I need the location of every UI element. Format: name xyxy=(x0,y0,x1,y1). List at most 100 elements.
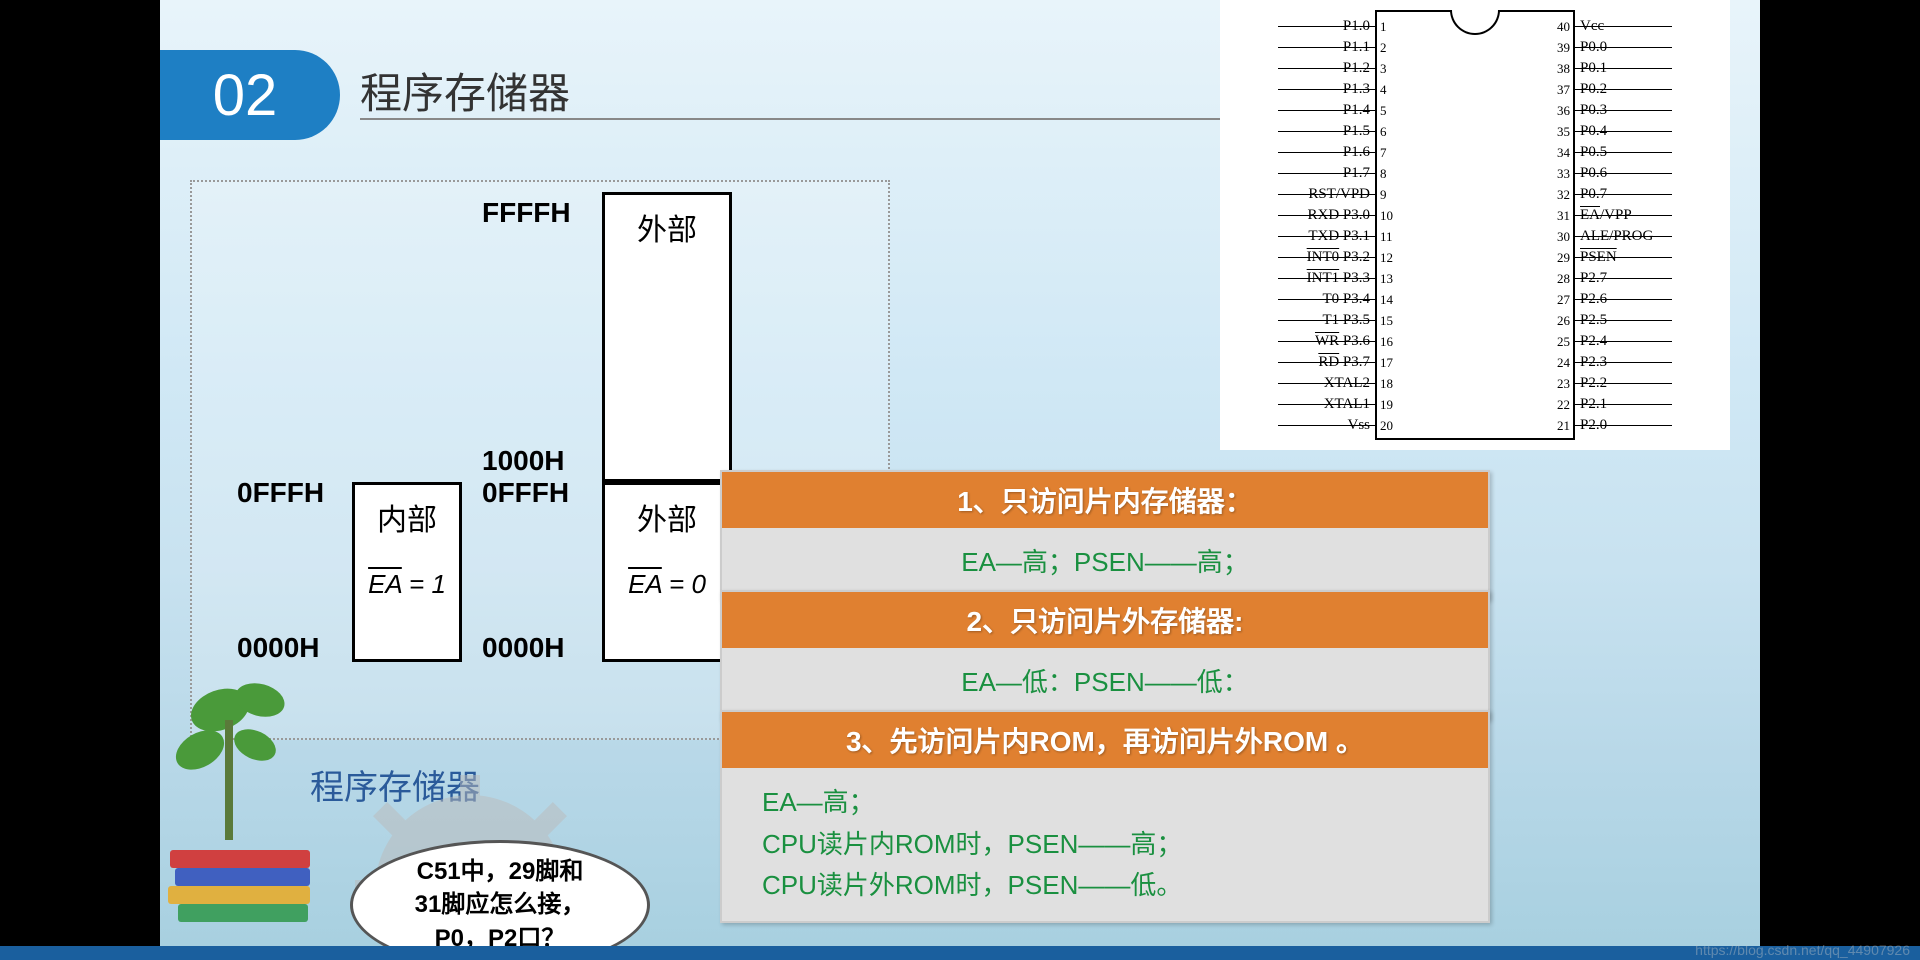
addr-0000-right: 0000H xyxy=(482,632,565,664)
pin-label-right: P0.4 xyxy=(1580,121,1720,142)
pin-num-left: 13 xyxy=(1380,268,1410,289)
pin-num-right: 24 xyxy=(1540,352,1570,373)
addr-0fff-right: 0FFFH xyxy=(482,477,569,509)
pin-row: RXD P3.01031EA/VPP xyxy=(1220,205,1730,226)
pin-num-left: 17 xyxy=(1380,352,1410,373)
pin-row: P1.3437P0.2 xyxy=(1220,79,1730,100)
pin-num-right: 39 xyxy=(1540,37,1570,58)
addr-0fff-left: 0FFFH xyxy=(237,477,324,509)
pin-label-right: P2.7 xyxy=(1580,268,1720,289)
pin-num-left: 10 xyxy=(1380,205,1410,226)
pin-row: INT1 P3.31328P2.7 xyxy=(1220,268,1730,289)
rule-head: 2、只访问片外存储器: xyxy=(722,592,1488,648)
gear-bubble: C51中，29脚和 31脚应怎么接， P0，P2口？ xyxy=(290,780,670,946)
pin-num-right: 31 xyxy=(1540,205,1570,226)
internal-label: 内部 xyxy=(355,495,459,539)
pin-label-right: P0.2 xyxy=(1580,79,1720,100)
section-badge: 02 xyxy=(160,50,340,140)
rule-head: 3、先访问片内ROM，再访问片外ROM 。 xyxy=(722,712,1488,768)
pin-label-right: EA/VPP xyxy=(1580,205,1720,226)
pin-num-right: 35 xyxy=(1540,121,1570,142)
pin-num-left: 16 xyxy=(1380,331,1410,352)
pin-row: INT0 P3.21229PSEN xyxy=(1220,247,1730,268)
pin-num-right: 36 xyxy=(1540,100,1570,121)
pin-num-left: 5 xyxy=(1380,100,1410,121)
external-upper-label: 外部 xyxy=(605,205,729,249)
pin-label-right: P0.6 xyxy=(1580,163,1720,184)
pin-row: P1.5635P0.4 xyxy=(1220,121,1730,142)
pin-num-left: 4 xyxy=(1380,79,1410,100)
pin-num-right: 27 xyxy=(1540,289,1570,310)
pin-num-right: 30 xyxy=(1540,226,1570,247)
bubble-line2: 31脚应怎么接， xyxy=(415,891,586,918)
pin-label-right: P2.3 xyxy=(1580,352,1720,373)
pin-num-left: 11 xyxy=(1380,226,1410,247)
bubble-line1: C51中，29脚和 xyxy=(417,858,584,885)
pin-num-right: 37 xyxy=(1540,79,1570,100)
pin-row: P1.6734P0.5 xyxy=(1220,142,1730,163)
pin-row: RD P3.71724P2.3 xyxy=(1220,352,1730,373)
internal-box: 内部 EA = 1 xyxy=(352,482,462,662)
pin-num-right: 40 xyxy=(1540,16,1570,37)
ea-eq-1: EA = 1 xyxy=(355,569,459,600)
pin-label-right: P2.5 xyxy=(1580,310,1720,331)
pin-label-right: ALE/PROG xyxy=(1580,226,1720,247)
pin-num-right: 22 xyxy=(1540,394,1570,415)
rule-box: 2、只访问片外存储器:EA—低：PSEN——低： xyxy=(720,590,1490,720)
rule-body: EA—低：PSEN——低： xyxy=(722,648,1488,718)
pin-label-right: P2.4 xyxy=(1580,331,1720,352)
pin-num-right: 32 xyxy=(1540,184,1570,205)
pin-label-right: Vcc xyxy=(1580,16,1720,37)
slide: 02 程序存储器 外部 FFFFH 内部 EA = 1 外部 EA = 0 0F… xyxy=(160,0,1760,946)
pin-num-left: 3 xyxy=(1380,58,1410,79)
pin-row: XTAL21823P2.2 xyxy=(1220,373,1730,394)
pin-num-right: 26 xyxy=(1540,310,1570,331)
pin-num-left: 19 xyxy=(1380,394,1410,415)
pin-num-left: 12 xyxy=(1380,247,1410,268)
slide-title: 程序存储器 xyxy=(360,70,570,117)
bottom-bar xyxy=(0,946,1920,960)
pin-label-right: P0.7 xyxy=(1580,184,1720,205)
pin-num-right: 29 xyxy=(1540,247,1570,268)
pin-row: Vss2021P2.0 xyxy=(1220,415,1730,436)
pin-label-right: P0.5 xyxy=(1580,142,1720,163)
pin-num-right: 38 xyxy=(1540,58,1570,79)
pin-num-left: 1 xyxy=(1380,16,1410,37)
pin-label-right: P2.0 xyxy=(1580,415,1720,436)
pin-num-right: 28 xyxy=(1540,268,1570,289)
pin-num-right: 33 xyxy=(1540,163,1570,184)
pin-row: XTAL11922P2.1 xyxy=(1220,394,1730,415)
pin-num-left: 2 xyxy=(1380,37,1410,58)
pin-num-left: 20 xyxy=(1380,415,1410,436)
rule-body: EA—高；CPU读片内ROM时，PSEN——高；CPU读片外ROM时，PSEN—… xyxy=(722,768,1488,921)
rule-body: EA—高；PSEN——高； xyxy=(722,528,1488,598)
pin-row: RST/VPD932P0.7 xyxy=(1220,184,1730,205)
external-lower-label: 外部 xyxy=(605,495,729,539)
pin-label-right: P0.0 xyxy=(1580,37,1720,58)
rule-head: 1、只访问片内存储器： xyxy=(722,472,1488,528)
pin-label-right: P2.6 xyxy=(1580,289,1720,310)
pin-row: P1.0140Vcc xyxy=(1220,16,1730,37)
pin-num-left: 6 xyxy=(1380,121,1410,142)
pin-label-right: PSEN xyxy=(1580,247,1720,268)
pin-row: WR P3.61625P2.4 xyxy=(1220,331,1730,352)
pin-num-left: 7 xyxy=(1380,142,1410,163)
addr-1000: 1000H xyxy=(482,445,565,477)
chip-pinout: P1.0140VccP1.1239P0.0P1.2338P0.1P1.3437P… xyxy=(1220,0,1730,450)
external-lower-box: 外部 EA = 0 xyxy=(602,482,732,662)
pin-num-left: 18 xyxy=(1380,373,1410,394)
pin-row: TXD P3.11130ALE/PROG xyxy=(1220,226,1730,247)
pin-row: T0 P3.41427P2.6 xyxy=(1220,289,1730,310)
pin-row: P1.7833P0.6 xyxy=(1220,163,1730,184)
pin-num-right: 21 xyxy=(1540,415,1570,436)
pin-label-right: P2.1 xyxy=(1580,394,1720,415)
pin-label-right: P2.2 xyxy=(1580,373,1720,394)
ea-eq-0: EA = 0 xyxy=(605,569,729,600)
pin-num-left: 15 xyxy=(1380,310,1410,331)
pin-num-left: 8 xyxy=(1380,163,1410,184)
watermark: https://blog.csdn.net/qq_44907926 xyxy=(1695,942,1910,958)
pin-row: P1.2338P0.1 xyxy=(1220,58,1730,79)
bubble-line3: P0，P2口？ xyxy=(435,925,566,946)
pin-num-right: 25 xyxy=(1540,331,1570,352)
pin-num-left: 9 xyxy=(1380,184,1410,205)
